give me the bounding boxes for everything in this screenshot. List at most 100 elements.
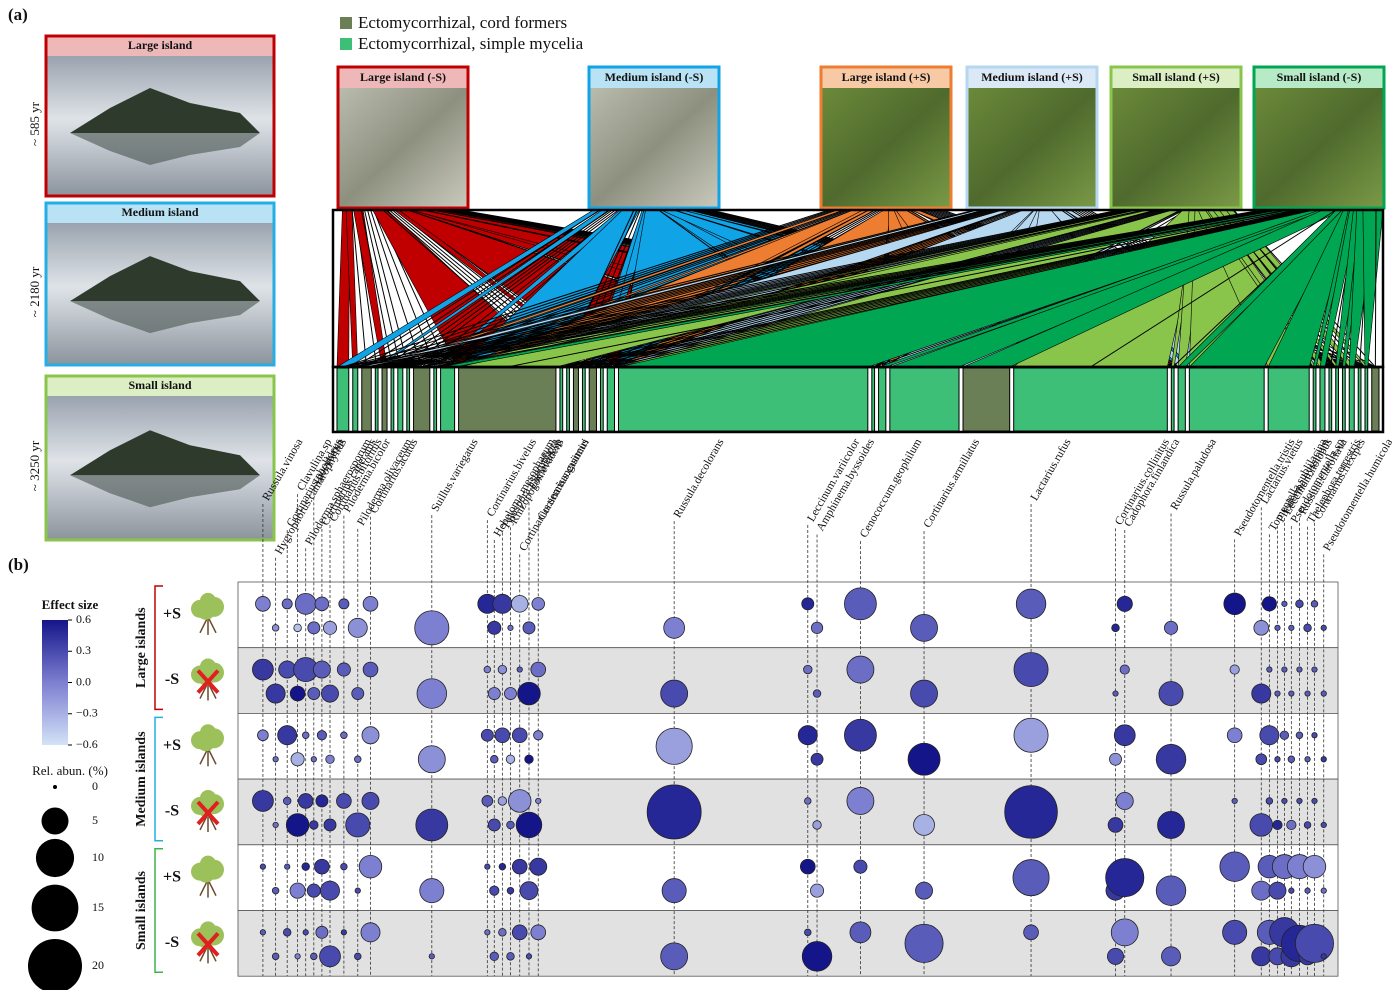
bubble [522, 621, 536, 635]
bubble [1320, 624, 1327, 631]
bubble [1287, 755, 1296, 763]
bubble [480, 728, 494, 742]
network-link [421, 210, 1287, 367]
network [336, 210, 1383, 367]
strip-segment [1328, 367, 1333, 432]
plot-frame [1252, 65, 1386, 210]
network-link [376, 210, 1129, 367]
bubble [483, 665, 492, 674]
bubble [1295, 599, 1304, 609]
network-link [507, 210, 1296, 367]
bubble [1272, 819, 1283, 831]
plot-title-bar [338, 67, 468, 88]
network-link [592, 210, 1312, 367]
bubble [515, 811, 543, 839]
bubble [844, 587, 877, 621]
bubble [497, 796, 508, 806]
bubble [281, 598, 293, 610]
strip-segment [1177, 367, 1186, 432]
plot-title-bar [967, 67, 1097, 88]
bubble [1115, 792, 1134, 810]
bubble [294, 592, 317, 615]
strip-segment [1267, 367, 1310, 432]
bubble [1111, 623, 1120, 633]
strip-segment [588, 367, 597, 432]
bubble [252, 658, 274, 681]
bubble [1265, 797, 1274, 805]
bubble [516, 666, 523, 673]
network-link [440, 210, 1296, 367]
bubble [278, 660, 297, 679]
network-link [376, 210, 985, 367]
island-trees [70, 256, 260, 302]
bubble [338, 598, 350, 610]
bubble [1015, 588, 1047, 620]
bubble [351, 687, 365, 700]
bubble [1281, 600, 1288, 607]
bubble [1231, 797, 1238, 805]
bubble [1259, 725, 1280, 746]
bubble [265, 683, 286, 704]
network-link [336, 210, 350, 367]
bubble [1274, 624, 1281, 631]
bubble [1288, 624, 1295, 631]
bubble [511, 595, 529, 613]
bubble [307, 687, 321, 700]
bubble [309, 820, 319, 830]
bubble [272, 821, 279, 829]
plot-frame [587, 65, 721, 210]
plot-photo [821, 88, 951, 208]
photo-frame [44, 34, 276, 198]
network-link [367, 210, 409, 367]
bubble [524, 754, 534, 764]
strip-segment [413, 367, 431, 432]
bubble [494, 727, 511, 744]
network-link [355, 210, 1123, 367]
bubble [506, 952, 515, 961]
network-link [342, 210, 1120, 367]
bubble [492, 593, 513, 614]
bubble [1281, 797, 1288, 805]
bubble [1274, 756, 1281, 763]
network-link [1090, 210, 1337, 367]
plant-foliage [197, 601, 215, 620]
bubble [487, 818, 501, 832]
bubble [810, 752, 824, 766]
network-link [1362, 210, 1383, 367]
network-link [400, 210, 994, 367]
network-link [601, 210, 1315, 367]
size-legend-label: 15 [92, 900, 104, 914]
network-link [342, 210, 1263, 367]
bubble [1311, 797, 1318, 805]
size-legend-label: 0 [92, 779, 98, 793]
strip-segment [1348, 367, 1355, 432]
bubble [360, 922, 381, 943]
network-link [392, 210, 613, 367]
strip-segment [381, 367, 388, 432]
strip-segment [1364, 367, 1369, 432]
bubble [1286, 819, 1297, 831]
bubble [290, 752, 305, 767]
group-bracket [154, 585, 163, 711]
bubble [306, 883, 321, 898]
plot-title: Small island (-S) [1277, 70, 1362, 84]
bubble [797, 725, 818, 746]
bubble [314, 596, 330, 612]
bubble [259, 929, 267, 936]
removal-mark [196, 932, 220, 957]
strip-segment [440, 367, 456, 432]
bubble [1303, 623, 1312, 633]
strip-segment [1371, 367, 1380, 432]
plot-title-bar [589, 67, 719, 88]
network-link [355, 210, 833, 367]
bubble [1109, 752, 1122, 766]
taxon-label: Lactarius.rufus [1029, 436, 1074, 502]
strip-segment [1341, 367, 1346, 432]
bubble [1222, 919, 1248, 945]
colorbar-tick-label: −0.3 [76, 706, 98, 720]
photo-title-bar [46, 376, 274, 396]
strip-segment [390, 367, 395, 432]
age-label: ~ 2180 yr [27, 266, 42, 317]
bubble [655, 727, 693, 765]
legend-label: Ectomycorrhizal, cord formers [358, 13, 567, 32]
